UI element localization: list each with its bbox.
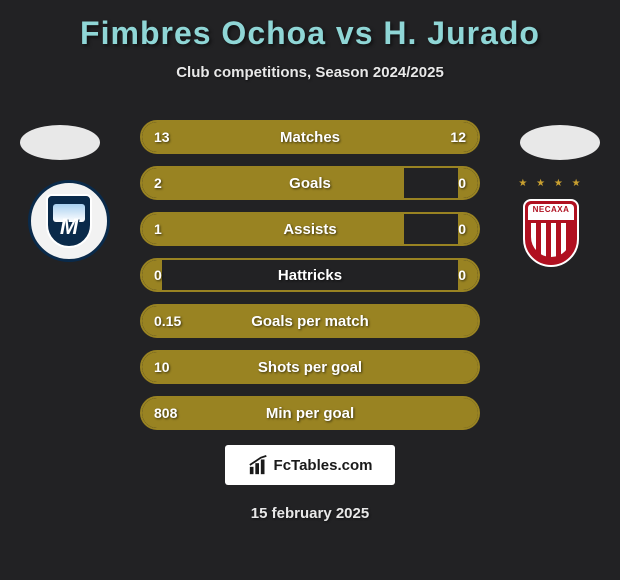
stat-row: 1312Matches [140, 120, 480, 154]
shield-icon: NECAXA [523, 199, 579, 267]
club-name-right: NECAXA [525, 205, 577, 214]
stat-row: 20Goals [140, 166, 480, 200]
stat-label: Shots per goal [142, 359, 478, 376]
stars-icon: ★ ★ ★ ★ [510, 178, 592, 189]
club-initial-left: M [60, 214, 78, 240]
stat-row: 00Hattricks [140, 258, 480, 292]
chart-icon [248, 454, 270, 476]
page-subtitle: Club competitions, Season 2024/2025 [0, 64, 620, 81]
stat-row: 10Assists [140, 212, 480, 246]
player-silhouette-right [520, 125, 600, 160]
stats-block: 1312Matches 20Goals 10Assists 00Hattricks 0.… [140, 120, 480, 442]
stat-label: Goals [142, 175, 478, 192]
player-silhouette-left [20, 125, 100, 160]
stat-label: Hattricks [142, 267, 478, 284]
brand-logo: FcTables.com [225, 445, 395, 485]
club-badge-left: M [28, 180, 110, 262]
stat-row: 10Shots per goal [140, 350, 480, 384]
stat-label: Min per goal [142, 405, 478, 422]
club-badge-right: ★ ★ ★ ★ NECAXA [510, 192, 592, 274]
stat-row: 0.15Goals per match [140, 304, 480, 338]
brand-text: FcTables.com [274, 457, 373, 474]
stat-label: Matches [142, 129, 478, 146]
comparison-card: Fimbres Ochoa vs H. Jurado Club competit… [0, 0, 620, 580]
stat-label: Goals per match [142, 313, 478, 330]
page-title: Fimbres Ochoa vs H. Jurado [0, 15, 620, 52]
stat-label: Assists [142, 221, 478, 238]
date-label: 15 february 2025 [0, 505, 620, 522]
shield-icon: M [46, 194, 92, 248]
stat-row: 808Min per goal [140, 396, 480, 430]
stripes-icon [531, 223, 571, 257]
